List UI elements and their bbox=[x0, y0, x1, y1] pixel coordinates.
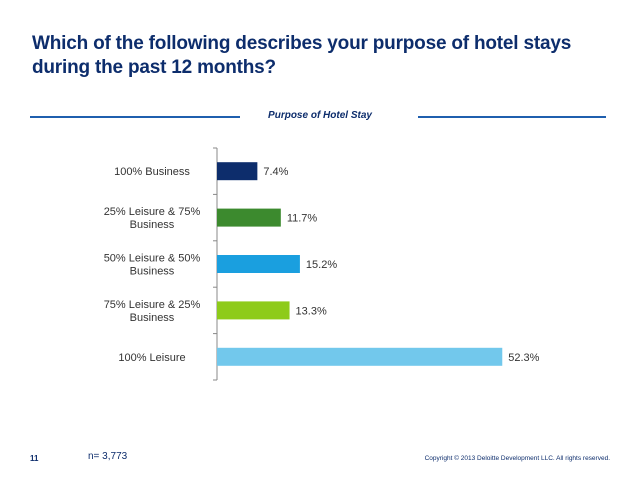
bar bbox=[217, 208, 281, 227]
category-label-line: 100% Leisure bbox=[118, 352, 185, 364]
category-label-line: 25% Leisure & 75% bbox=[104, 206, 201, 218]
sample-size: n= 3,773 bbox=[88, 451, 128, 462]
bar bbox=[217, 301, 290, 320]
category-label-line: Business bbox=[130, 219, 175, 231]
category-label: 100% Business bbox=[114, 166, 190, 178]
category-label-line: 100% Business bbox=[114, 166, 190, 178]
copyright-text: Copyright © 2013 Deloitte Development LL… bbox=[424, 455, 610, 462]
bar bbox=[217, 347, 503, 366]
title-rule-left bbox=[30, 116, 240, 118]
data-label: 7.4% bbox=[263, 166, 288, 178]
category-label-line: Business bbox=[130, 266, 175, 278]
category-label: 25% Leisure & 75% Business bbox=[104, 206, 201, 231]
chart-title: Purpose of Hotel Stay bbox=[268, 110, 372, 121]
category-label: 50% Leisure & 50% Business bbox=[104, 253, 201, 278]
bar bbox=[217, 162, 258, 181]
category-label: 100% Leisure bbox=[118, 352, 185, 364]
data-label: 52.3% bbox=[508, 352, 539, 364]
title-rule-right bbox=[418, 116, 606, 118]
data-label: 13.3% bbox=[296, 305, 327, 317]
slide-title: Which of the following describes your pu… bbox=[32, 33, 572, 78]
data-label: 15.2% bbox=[306, 259, 337, 271]
category-label-line: Business bbox=[130, 312, 175, 324]
bar bbox=[217, 255, 300, 273]
category-label: 75% Leisure & 25% Business bbox=[104, 299, 201, 324]
page-number: 11 bbox=[30, 454, 39, 463]
category-label-line: 50% Leisure & 50% bbox=[104, 253, 201, 265]
category-label-line: 75% Leisure & 25% bbox=[104, 299, 201, 311]
data-label: 11.7% bbox=[287, 213, 318, 225]
